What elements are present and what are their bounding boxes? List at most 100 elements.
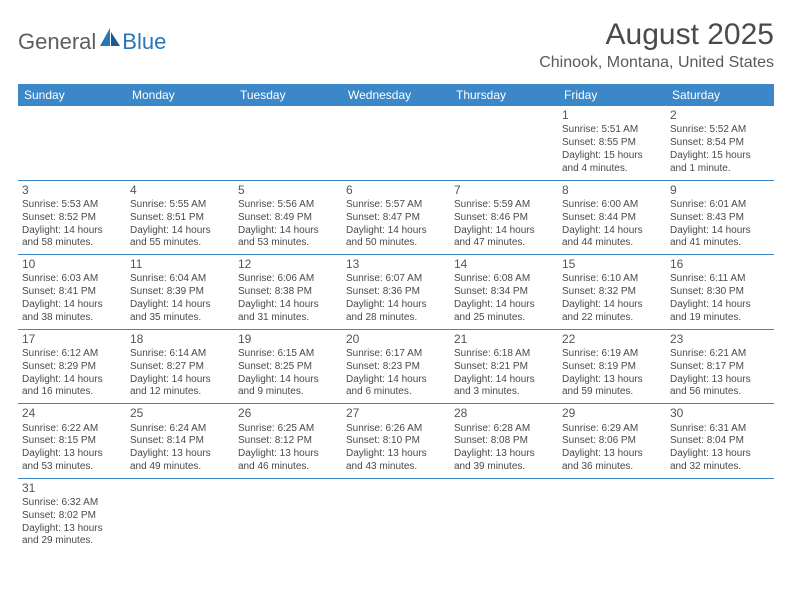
day-detail: Daylight: 14 hours — [454, 374, 554, 387]
calendar-day: 12Sunrise: 6:06 AMSunset: 8:38 PMDayligh… — [234, 255, 342, 330]
day-header: Wednesday — [342, 84, 450, 106]
day-detail: Sunset: 8:51 PM — [130, 212, 230, 225]
calendar-week: 3Sunrise: 5:53 AMSunset: 8:52 PMDaylight… — [18, 180, 774, 255]
day-detail: and 29 minutes. — [22, 535, 122, 548]
calendar-table: SundayMondayTuesdayWednesdayThursdayFrid… — [18, 84, 774, 552]
day-detail: Daylight: 14 hours — [238, 225, 338, 238]
day-detail: Sunset: 8:21 PM — [454, 361, 554, 374]
day-detail: Daylight: 14 hours — [238, 374, 338, 387]
day-detail: Sunset: 8:14 PM — [130, 435, 230, 448]
calendar-week: 1Sunrise: 5:51 AMSunset: 8:55 PMDaylight… — [18, 106, 774, 180]
calendar-day: 28Sunrise: 6:28 AMSunset: 8:08 PMDayligh… — [450, 404, 558, 479]
day-number: 8 — [562, 183, 662, 198]
day-header: Saturday — [666, 84, 774, 106]
day-detail: and 36 minutes. — [562, 461, 662, 474]
day-detail: Daylight: 13 hours — [130, 448, 230, 461]
day-detail: Sunset: 8:41 PM — [22, 286, 122, 299]
day-number: 6 — [346, 183, 446, 198]
day-detail: and 38 minutes. — [22, 312, 122, 325]
day-detail: Sunset: 8:52 PM — [22, 212, 122, 225]
calendar-empty — [126, 478, 234, 552]
day-detail: and 6 minutes. — [346, 386, 446, 399]
day-detail: Sunrise: 6:14 AM — [130, 348, 230, 361]
title-block: August 2025 Chinook, Montana, United Sta… — [539, 18, 774, 72]
day-detail: and 16 minutes. — [22, 386, 122, 399]
day-detail: and 12 minutes. — [130, 386, 230, 399]
day-detail: Sunrise: 5:56 AM — [238, 199, 338, 212]
calendar-day: 26Sunrise: 6:25 AMSunset: 8:12 PMDayligh… — [234, 404, 342, 479]
day-number: 7 — [454, 183, 554, 198]
day-header: Monday — [126, 84, 234, 106]
day-detail: Daylight: 14 hours — [238, 299, 338, 312]
day-detail: and 35 minutes. — [130, 312, 230, 325]
day-detail: Sunset: 8:34 PM — [454, 286, 554, 299]
day-detail: Daylight: 14 hours — [22, 299, 122, 312]
day-detail: and 43 minutes. — [346, 461, 446, 474]
day-number: 28 — [454, 406, 554, 421]
calendar-empty — [234, 106, 342, 180]
day-detail: and 53 minutes. — [22, 461, 122, 474]
calendar-day: 29Sunrise: 6:29 AMSunset: 8:06 PMDayligh… — [558, 404, 666, 479]
day-number: 11 — [130, 257, 230, 272]
calendar-day: 31Sunrise: 6:32 AMSunset: 8:02 PMDayligh… — [18, 478, 126, 552]
day-number: 26 — [238, 406, 338, 421]
day-detail: Sunrise: 6:17 AM — [346, 348, 446, 361]
header: General Blue August 2025 Chinook, Montan… — [0, 0, 792, 76]
day-detail: Sunrise: 6:03 AM — [22, 273, 122, 286]
day-detail: Sunrise: 5:55 AM — [130, 199, 230, 212]
sail-icon — [98, 26, 122, 53]
day-detail: Sunset: 8:47 PM — [346, 212, 446, 225]
page-title: August 2025 — [539, 18, 774, 52]
day-header: Sunday — [18, 84, 126, 106]
calendar-week: 10Sunrise: 6:03 AMSunset: 8:41 PMDayligh… — [18, 255, 774, 330]
day-detail: Sunrise: 5:57 AM — [346, 199, 446, 212]
day-detail: and 58 minutes. — [22, 237, 122, 250]
calendar-week: 17Sunrise: 6:12 AMSunset: 8:29 PMDayligh… — [18, 329, 774, 404]
day-detail: Sunset: 8:29 PM — [22, 361, 122, 374]
day-detail: Sunrise: 6:00 AM — [562, 199, 662, 212]
day-detail: and 4 minutes. — [562, 163, 662, 176]
day-detail: Sunset: 8:06 PM — [562, 435, 662, 448]
day-number: 24 — [22, 406, 122, 421]
day-number: 23 — [670, 332, 770, 347]
day-detail: Daylight: 13 hours — [22, 448, 122, 461]
day-number: 2 — [670, 108, 770, 123]
day-detail: Sunrise: 5:52 AM — [670, 124, 770, 137]
day-detail: and 22 minutes. — [562, 312, 662, 325]
day-detail: Sunrise: 6:22 AM — [22, 423, 122, 436]
calendar-empty — [342, 478, 450, 552]
day-number: 30 — [670, 406, 770, 421]
day-detail: Sunrise: 6:06 AM — [238, 273, 338, 286]
calendar-empty — [558, 478, 666, 552]
day-detail: Sunrise: 5:53 AM — [22, 199, 122, 212]
day-detail: Sunrise: 6:24 AM — [130, 423, 230, 436]
day-detail: Sunrise: 6:19 AM — [562, 348, 662, 361]
day-detail: Daylight: 14 hours — [670, 299, 770, 312]
day-number: 3 — [22, 183, 122, 198]
logo: General Blue — [18, 26, 166, 57]
day-number: 5 — [238, 183, 338, 198]
calendar-empty — [450, 478, 558, 552]
calendar-day: 7Sunrise: 5:59 AMSunset: 8:46 PMDaylight… — [450, 180, 558, 255]
day-detail: Daylight: 14 hours — [130, 299, 230, 312]
day-detail: and 39 minutes. — [454, 461, 554, 474]
day-detail: Daylight: 13 hours — [454, 448, 554, 461]
day-detail: Daylight: 14 hours — [454, 299, 554, 312]
day-detail: Daylight: 14 hours — [130, 225, 230, 238]
day-detail: Daylight: 14 hours — [22, 225, 122, 238]
calendar-day: 14Sunrise: 6:08 AMSunset: 8:34 PMDayligh… — [450, 255, 558, 330]
day-detail: Sunset: 8:46 PM — [454, 212, 554, 225]
calendar-week: 31Sunrise: 6:32 AMSunset: 8:02 PMDayligh… — [18, 478, 774, 552]
day-number: 22 — [562, 332, 662, 347]
day-detail: and 31 minutes. — [238, 312, 338, 325]
day-number: 27 — [346, 406, 446, 421]
day-header: Tuesday — [234, 84, 342, 106]
day-number: 13 — [346, 257, 446, 272]
day-detail: and 55 minutes. — [130, 237, 230, 250]
logo-text-blue: Blue — [122, 29, 166, 55]
calendar-empty — [18, 106, 126, 180]
calendar-day: 16Sunrise: 6:11 AMSunset: 8:30 PMDayligh… — [666, 255, 774, 330]
day-detail: Daylight: 14 hours — [130, 374, 230, 387]
day-detail: Sunset: 8:12 PM — [238, 435, 338, 448]
day-detail: Sunrise: 6:18 AM — [454, 348, 554, 361]
